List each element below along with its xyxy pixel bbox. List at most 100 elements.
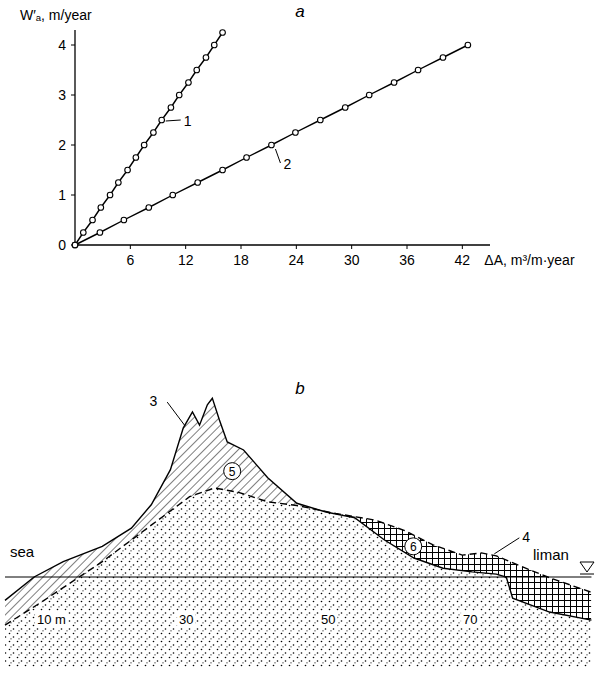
series-marker xyxy=(293,130,299,136)
series-marker xyxy=(220,30,226,36)
distance-tick: 70 xyxy=(461,611,479,628)
series-marker xyxy=(90,217,96,223)
label-leader xyxy=(275,149,280,163)
x-tick xyxy=(241,245,242,249)
distance-tick: 10 m xyxy=(35,611,68,628)
y-tick xyxy=(71,95,75,96)
series-marker xyxy=(151,130,157,136)
x-axis xyxy=(75,244,490,245)
series-marker xyxy=(97,230,103,236)
series-marker xyxy=(170,192,176,198)
x-tick-label: 6 xyxy=(126,252,134,268)
x-tick-label: 36 xyxy=(399,252,415,268)
zone-label: 5 xyxy=(229,465,236,479)
series-marker xyxy=(81,230,87,236)
plot-area xyxy=(72,30,470,248)
label-patch xyxy=(35,611,68,628)
series-marker xyxy=(195,180,201,186)
x-tick xyxy=(130,245,131,249)
series-marker xyxy=(116,180,122,186)
sand-clip xyxy=(5,380,591,668)
y-tick xyxy=(71,145,75,146)
y-tick-label: 4 xyxy=(58,37,66,53)
panel-letter: b xyxy=(295,379,304,398)
panel-letter: a xyxy=(295,2,304,21)
x-tick xyxy=(407,245,408,249)
water-level-symbol xyxy=(580,562,594,572)
label-leader xyxy=(494,538,519,554)
zone-badge xyxy=(224,463,241,480)
x-tick-label: 42 xyxy=(455,252,471,268)
series-marker xyxy=(159,117,165,123)
series-marker xyxy=(125,167,131,173)
series-marker xyxy=(366,92,372,98)
y-axis-title: W′ₐ, m/year xyxy=(20,7,92,23)
distance-tick-label: 10 m xyxy=(37,612,66,627)
zone-label: 6 xyxy=(410,540,417,554)
zone-badge xyxy=(405,538,422,555)
series-marker xyxy=(269,142,275,148)
y-axis xyxy=(74,30,75,245)
series-marker xyxy=(146,205,152,211)
series-line xyxy=(75,33,223,246)
series-label: 1 xyxy=(184,113,192,129)
x-tick xyxy=(296,245,297,249)
series-marker xyxy=(72,242,78,248)
series-marker xyxy=(318,117,324,123)
zone-clip xyxy=(5,380,591,668)
series-marker xyxy=(220,167,226,173)
series-marker xyxy=(168,105,174,111)
y-tick-label: 1 xyxy=(58,187,66,203)
series-marker xyxy=(244,155,250,161)
x-axis-title: ΔA, m³/m·year xyxy=(484,252,575,268)
sand-body xyxy=(5,380,591,668)
y-tick-label: 3 xyxy=(58,87,66,103)
series-label: 2 xyxy=(283,156,291,172)
distance-tick-label: 70 xyxy=(463,612,477,627)
distance-tick-label: 30 xyxy=(179,612,193,627)
zone-fill xyxy=(5,380,591,668)
series-marker xyxy=(141,142,147,148)
series-marker xyxy=(203,55,209,61)
label-patch xyxy=(319,611,337,628)
label-leader xyxy=(166,120,181,121)
series-marker xyxy=(98,205,104,211)
series-marker xyxy=(133,155,139,161)
x-tick xyxy=(185,245,186,249)
side-label: liman xyxy=(533,546,569,563)
series-marker xyxy=(186,80,192,86)
profile-label: 3 xyxy=(149,393,157,409)
sand-clip xyxy=(5,380,591,668)
zone-clip xyxy=(5,380,591,668)
label-patch xyxy=(177,611,195,628)
series-marker xyxy=(176,92,182,98)
zone-clip xyxy=(5,380,591,668)
y-tick-label: 0 xyxy=(58,237,66,253)
series-line xyxy=(75,45,468,245)
x-tick xyxy=(351,245,352,249)
label-patch xyxy=(461,611,479,628)
x-tick-label: 18 xyxy=(233,252,249,268)
series-marker xyxy=(72,242,78,248)
series-marker xyxy=(194,67,200,73)
distance-tick: 30 xyxy=(177,611,195,628)
zone-clip xyxy=(5,380,591,668)
profile-line xyxy=(5,488,591,625)
x-tick-label: 30 xyxy=(344,252,360,268)
y-tick xyxy=(71,195,75,196)
series-marker xyxy=(121,217,127,223)
side-label: sea xyxy=(10,543,35,560)
series-marker xyxy=(415,67,421,73)
water-level-symbol xyxy=(580,574,594,575)
distance-tick: 50 xyxy=(319,611,337,628)
x-tick-label: 12 xyxy=(178,252,194,268)
zone-fill xyxy=(5,380,591,668)
series-marker xyxy=(211,42,217,48)
distance-tick-label: 50 xyxy=(321,612,335,627)
profile-label: 4 xyxy=(522,529,530,545)
series-marker xyxy=(342,105,348,111)
series-marker xyxy=(440,55,446,61)
y-tick xyxy=(71,45,75,46)
label-leader xyxy=(167,402,185,426)
x-tick xyxy=(462,245,463,249)
